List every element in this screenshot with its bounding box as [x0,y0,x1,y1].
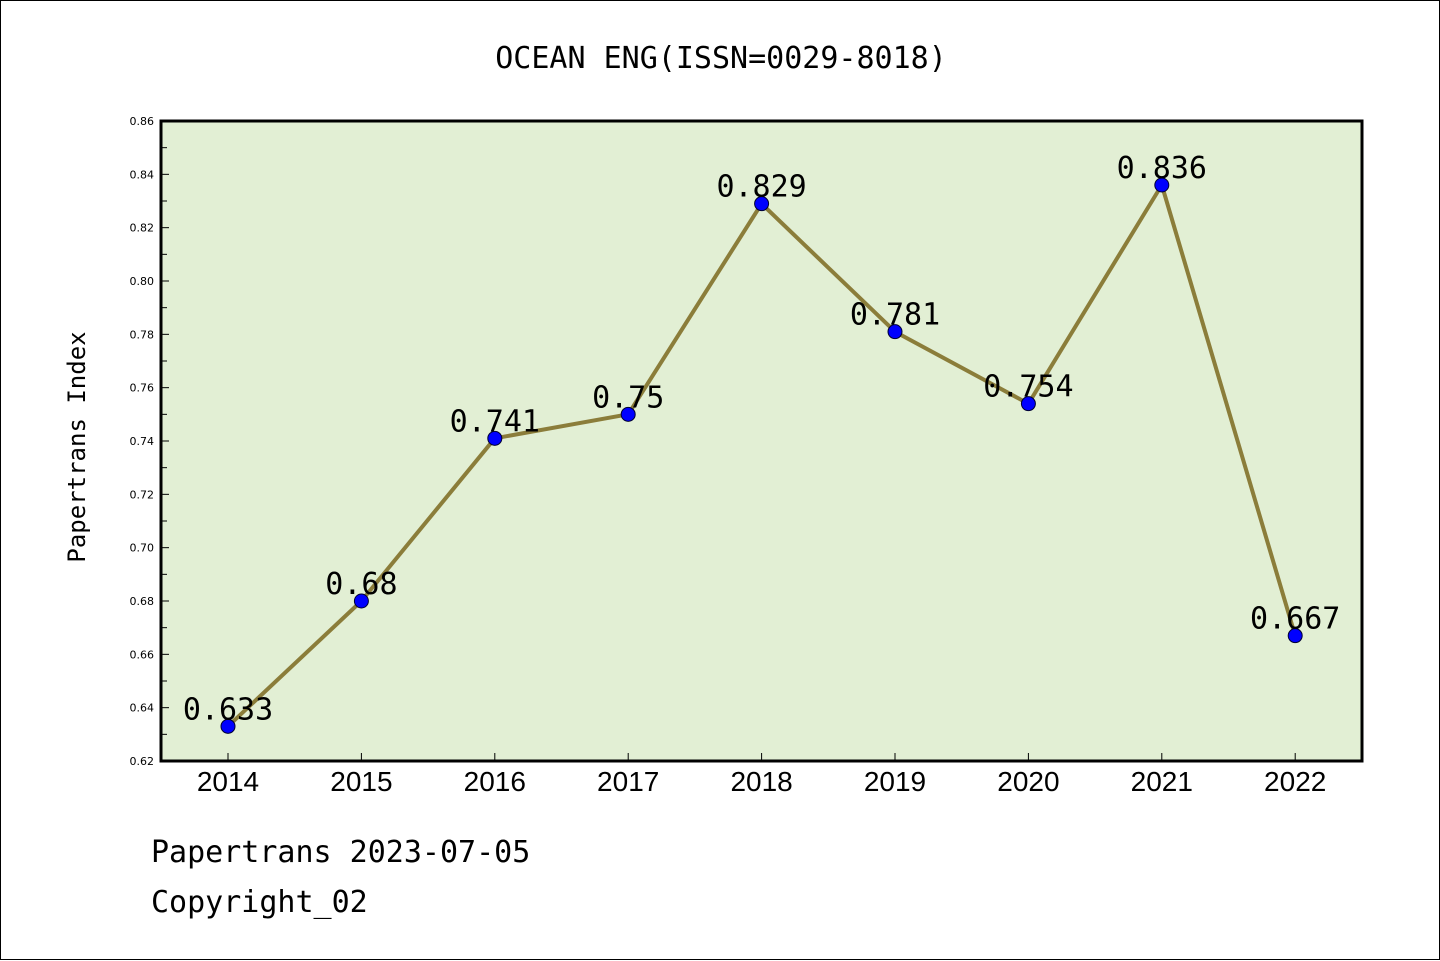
x-tick-label-2021: 2021 [1131,766,1193,797]
plot-border [159,119,1364,763]
y-tick-label-3: 0.68 [130,595,155,608]
plot-area [161,121,1362,761]
data-point-2014 [220,718,236,734]
x-tick-label-2015: 2015 [330,766,392,797]
data-point-2022 [1287,628,1303,644]
y-axis: 0.62 0.64 0.66 0.68 0.70 0.72 0.74 0.76 0.78 0.80… [130,115,169,768]
data-label-2017: 0.75 [592,380,664,415]
y-tick-label-4: 0.70 [130,542,155,555]
data-point-2017 [620,406,636,422]
x-tick-label-2014: 2014 [197,766,259,797]
data-point-2020 [1020,396,1036,412]
data-point-2018 [754,196,770,212]
chart-title: OCEAN ENG(ISSN=0029-8018) [495,41,947,76]
y-tick-label-0: 0.62 [130,755,155,768]
x-tick-label-2018: 2018 [730,766,792,797]
data-point-2016 [487,430,503,446]
y-tick-label-1: 0.64 [130,702,155,715]
y-tick-label-8: 0.78 [130,328,155,341]
y-tick-label-5: 0.72 [130,488,155,501]
data-labels: 0.633 0.68 0.741 0.75 0.829 0.781 0.754 0.836 0.… [183,151,1341,727]
data-label-2022: 0.667 [1250,602,1340,637]
y-tick-label-2: 0.66 [130,648,155,661]
y-tick-label-10: 0.82 [130,222,155,235]
y-axis-label: Papertrans Index [63,331,91,562]
x-axis: 2014 2015 2016 2017 2018 2019 2020 2021 2022 [197,753,1326,797]
y-tick-label-7: 0.76 [130,382,155,395]
footer-source-date: Papertrans 2023-07-05 [151,835,531,870]
data-points [220,177,1303,734]
y-tick-label-6: 0.74 [130,435,155,448]
data-label-2015: 0.68 [325,567,397,602]
footer-copyright: Copyright_02 [151,885,368,920]
data-point-2015 [353,593,369,609]
x-tick-label-2017: 2017 [597,766,659,797]
data-label-2021: 0.836 [1117,151,1207,186]
data-point-2019 [887,324,903,340]
x-tick-label-2019: 2019 [864,766,926,797]
data-label-2019: 0.781 [850,298,940,333]
x-tick-label-2022: 2022 [1264,766,1326,797]
y-tick-label-12: 0.86 [130,115,155,128]
data-label-2020: 0.754 [983,370,1073,405]
data-label-2016: 0.741 [450,404,540,439]
data-label-2014: 0.633 [183,692,273,727]
y-tick-label-11: 0.84 [130,168,155,181]
y-tick-label-9: 0.80 [130,275,155,288]
x-tick-label-2020: 2020 [997,766,1059,797]
x-tick-label-2016: 2016 [464,766,526,797]
data-point-2021 [1154,177,1170,193]
data-label-2018: 0.829 [716,170,806,205]
